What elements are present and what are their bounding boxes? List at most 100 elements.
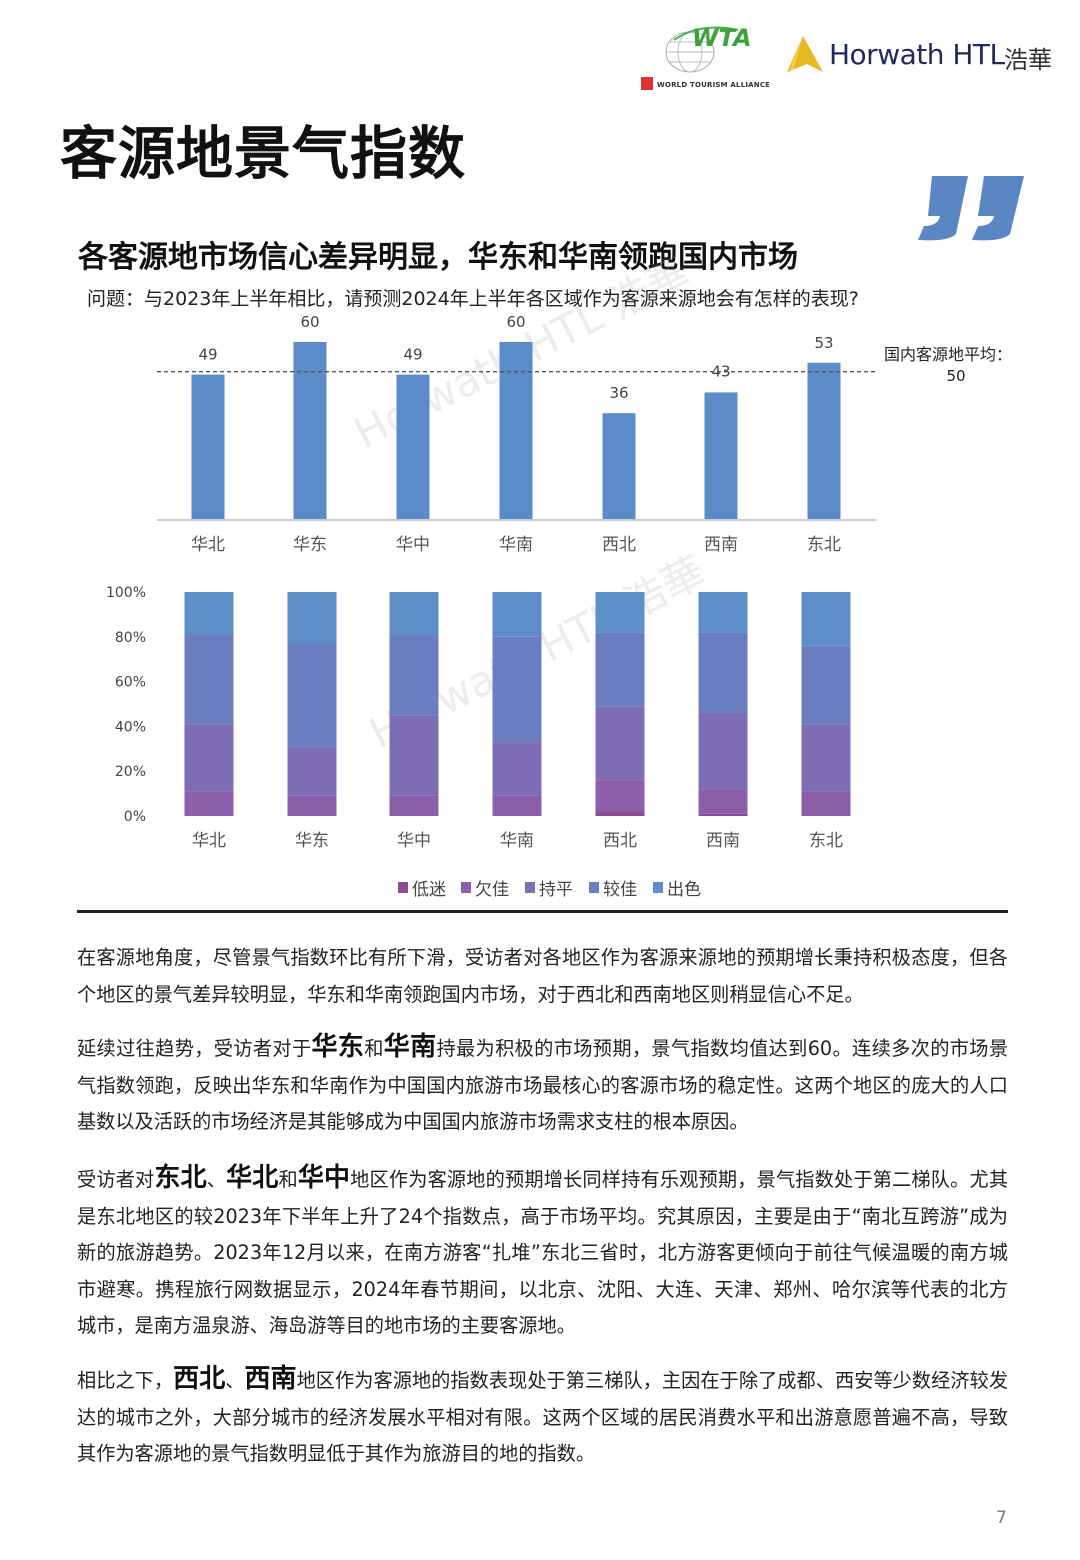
segment-出色-华北 bbox=[184, 592, 234, 635]
legend-label: 低迷 bbox=[412, 880, 446, 900]
segment-持平-华东 bbox=[287, 746, 337, 796]
segment-出色-东北 bbox=[801, 592, 851, 646]
section-subtitle: 各客源地市场信心差异明显，华东和华南领跑国内市场 bbox=[78, 240, 798, 275]
paragraph-text: 、 bbox=[225, 1369, 245, 1392]
paragraph: 延续过往趋势，受访者对于华东和华南持最为积极的市场预期，景气指数均值达到60。连… bbox=[77, 1029, 1008, 1141]
category-label: 华北 bbox=[192, 831, 226, 851]
globe-icon bbox=[665, 26, 739, 73]
quote-mark-icon bbox=[918, 176, 1028, 246]
segment-较佳-华中 bbox=[389, 634, 439, 716]
bar-华东 bbox=[293, 342, 327, 520]
legend-swatch bbox=[461, 882, 471, 893]
segment-欠佳-东北 bbox=[801, 791, 851, 816]
category-label: 华北 bbox=[191, 535, 225, 555]
data-label: 36 bbox=[609, 384, 628, 402]
segment-持平-东北 bbox=[801, 724, 851, 792]
legend-label: 持平 bbox=[539, 880, 573, 900]
emphasized-region: 华北 bbox=[226, 1163, 279, 1193]
legend-swatch bbox=[525, 882, 535, 893]
wta-logo-text: WTA bbox=[692, 24, 752, 52]
horwath-logo-cn: 浩華 bbox=[1004, 46, 1052, 74]
wta-logo bbox=[640, 22, 760, 94]
y-tick-label: 60% bbox=[115, 675, 146, 691]
paragraph-text: 和 bbox=[364, 1037, 384, 1060]
bar-西南 bbox=[704, 392, 738, 520]
paragraph-text: 在客源地角度，尽管景气指数环比有所下滑，受访者对各地区作为客源来源地的预期增长秉… bbox=[77, 946, 1008, 1006]
average-label: 国内客源地平均： bbox=[884, 345, 1012, 364]
segment-较佳-华北 bbox=[184, 634, 234, 725]
segment-持平-西北 bbox=[595, 706, 645, 781]
y-tick-label: 100% bbox=[106, 585, 146, 601]
category-label: 华南 bbox=[499, 535, 533, 555]
horwath-logo-mark bbox=[783, 34, 825, 78]
category-label: 西北 bbox=[602, 535, 636, 555]
category-label: 华中 bbox=[397, 831, 431, 851]
paragraph-text: 延续过往趋势，受访者对于 bbox=[77, 1037, 312, 1060]
segment-较佳-华南 bbox=[492, 636, 542, 743]
segment-欠佳-华南 bbox=[492, 795, 542, 816]
wta-emblem bbox=[641, 77, 653, 90]
data-label: 60 bbox=[506, 313, 525, 331]
category-label: 东北 bbox=[807, 535, 841, 555]
average-value: 50 bbox=[946, 367, 965, 385]
legend-swatch bbox=[653, 882, 663, 893]
emphasized-region: 东北 bbox=[154, 1163, 207, 1193]
paragraph-text: 地区作为客源地的预期增长同样持有乐观预期，景气指数处于第二梯队。尤其是东北地区的… bbox=[77, 1168, 1009, 1337]
emphasized-region: 西南 bbox=[244, 1364, 297, 1394]
emphasized-region: 华中 bbox=[297, 1163, 351, 1193]
segment-持平-西南 bbox=[698, 712, 748, 790]
paragraph-text: 地区作为客源地的指数表现处于第三梯队，主因在于除了成都、西安等少数经济较发达的城… bbox=[77, 1369, 1009, 1465]
paragraph-text: 持最为积极的市场预期，景气指数均值达到60。连续多次的市场景气指数领跑，反映出华… bbox=[77, 1037, 1009, 1133]
segment-出色-西北 bbox=[595, 592, 645, 633]
segment-出色-华南 bbox=[492, 592, 542, 637]
emphasized-region: 华南 bbox=[383, 1032, 437, 1062]
segment-较佳-华东 bbox=[287, 643, 337, 747]
segment-出色-华中 bbox=[389, 592, 439, 635]
horwath-logo-text: Horwath HTL bbox=[829, 38, 1005, 71]
category-label: 东北 bbox=[809, 831, 843, 851]
legend-swatch bbox=[589, 882, 599, 893]
data-label: 60 bbox=[300, 313, 319, 331]
y-tick-label: 0% bbox=[124, 809, 146, 825]
paragraph-text: 相比之下， bbox=[77, 1369, 174, 1392]
segment-欠佳-华东 bbox=[287, 795, 337, 816]
page-title: 客源地景气指数 bbox=[60, 121, 466, 187]
bar-华中 bbox=[396, 374, 430, 520]
segment-出色-西南 bbox=[698, 592, 748, 633]
category-label: 西南 bbox=[706, 831, 740, 851]
paragraph: 在客源地角度，尽管景气指数环比有所下滑，受访者对各地区作为客源来源地的预期增长秉… bbox=[77, 940, 1008, 1013]
segment-较佳-西北 bbox=[595, 632, 645, 707]
category-label: 华南 bbox=[500, 831, 534, 851]
segment-欠佳-华中 bbox=[389, 795, 439, 816]
segment-持平-华南 bbox=[492, 742, 542, 796]
segment-持平-华中 bbox=[389, 715, 439, 796]
y-tick-label: 20% bbox=[115, 764, 146, 780]
y-tick-label: 40% bbox=[115, 719, 146, 735]
legend-label: 较佳 bbox=[603, 880, 637, 900]
bar-华北 bbox=[191, 374, 225, 520]
segment-低迷-西北 bbox=[595, 811, 645, 816]
category-label: 西北 bbox=[603, 831, 637, 851]
legend-label: 欠佳 bbox=[475, 880, 509, 900]
segment-欠佳-华北 bbox=[184, 791, 234, 816]
paragraph-text: 和 bbox=[278, 1168, 298, 1191]
bar-华南 bbox=[499, 342, 533, 520]
section-divider bbox=[77, 910, 1008, 913]
legend-swatch bbox=[398, 882, 408, 893]
segment-较佳-西南 bbox=[698, 632, 748, 713]
segment-较佳-东北 bbox=[801, 645, 851, 725]
category-label: 华东 bbox=[293, 535, 327, 555]
paragraph-text: 、 bbox=[206, 1168, 227, 1191]
bar-东北 bbox=[807, 362, 841, 520]
page-number: 7 bbox=[996, 1508, 1007, 1528]
paragraph: 受访者对东北、华北和华中地区作为客源地的预期增长同样持有乐观预期，景气指数处于第… bbox=[77, 1160, 1008, 1345]
paragraph-text: 受访者对 bbox=[77, 1168, 155, 1191]
segment-低迷-西南 bbox=[698, 813, 748, 816]
paragraph: 相比之下，西北、西南地区作为客源地的指数表现处于第三梯队，主因在于除了成都、西安… bbox=[77, 1361, 1008, 1473]
segment-持平-华北 bbox=[184, 724, 234, 792]
wta-caption: WORLD TOURISM ALLIANCE bbox=[657, 81, 771, 89]
emphasized-region: 华东 bbox=[311, 1032, 365, 1062]
bar-西北 bbox=[602, 413, 636, 520]
segment-出色-华东 bbox=[287, 592, 337, 644]
data-label: 49 bbox=[403, 346, 422, 364]
